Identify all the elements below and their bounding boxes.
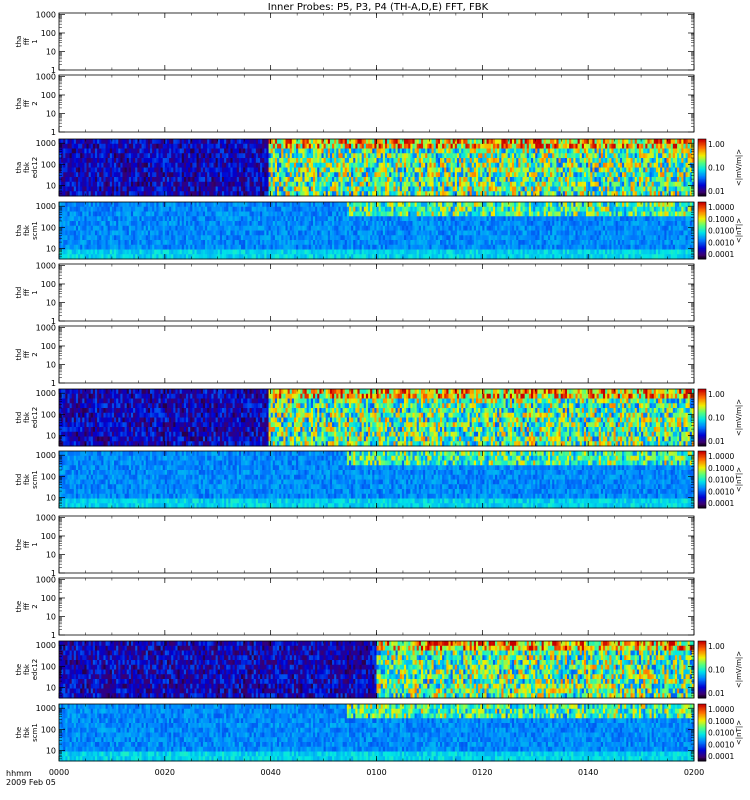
panel-label-line: 1 bbox=[31, 39, 39, 43]
y-tick-label: 100 bbox=[41, 160, 56, 169]
heatmap-cells bbox=[59, 202, 695, 260]
panel-tha-fff-1: tha fff 11 10 100 1000 bbox=[15, 10, 694, 75]
y-tick-label: 100 bbox=[41, 29, 56, 38]
panel-label: tha fbk scm1 bbox=[15, 221, 39, 240]
panel-tha-fbk-scm1: tha fbk scm11.00000.10000.01000.00100.0001… bbox=[15, 202, 743, 260]
y-tick-label: 1000 bbox=[36, 72, 56, 81]
y-tick-label: 1000 bbox=[36, 10, 56, 19]
panel-label-line: 2 bbox=[31, 101, 39, 105]
panel-label-line: fff bbox=[23, 37, 31, 45]
panel-label-line: tha bbox=[15, 36, 23, 47]
y-tick-label: 10 bbox=[46, 47, 56, 56]
y-tick-label: 1000 bbox=[36, 139, 56, 148]
y-tick-label: 100 bbox=[41, 91, 56, 100]
panel-label-line: fff bbox=[23, 99, 31, 107]
panel-label: tha fff 1 bbox=[15, 36, 39, 47]
colorbar: 1.00 0.10 0.01 <|mV/m|> bbox=[698, 139, 743, 197]
panel-frame bbox=[59, 75, 694, 132]
y-tick-label: 1 bbox=[51, 128, 56, 137]
panel-label-line: scm1 bbox=[31, 221, 39, 240]
panel-label-line: tha bbox=[15, 162, 23, 173]
y-tick-label: 10 bbox=[46, 181, 56, 190]
panel-label-line: tha bbox=[15, 98, 23, 109]
panel-frame bbox=[59, 13, 694, 70]
panel-label-line: fbk bbox=[23, 161, 31, 173]
panel-label-line: tha bbox=[15, 225, 23, 236]
y-tick-label: 10 bbox=[46, 109, 56, 118]
colorbar-unit-label: <|mV/m|> bbox=[735, 149, 743, 186]
panel-tha-fff-2: tha fff 2 1 10 100 1000 bbox=[15, 72, 694, 137]
colorbar-tick-label: 0.01 bbox=[708, 187, 725, 196]
colorbar-units: <|mV/m|> bbox=[735, 149, 743, 186]
heatmap-cells bbox=[59, 139, 695, 197]
colorbar-tick-label: 0.10 bbox=[708, 164, 725, 173]
panel-label: tha fbk edc12 bbox=[15, 157, 39, 179]
colorbar-tick-label: 1.00 bbox=[708, 140, 725, 149]
panel-label: tha fff 2 bbox=[15, 98, 39, 109]
panel-tha-fbk-edc12: tha fbk edc12 1.00 0.10 0.01 <|mV/m|> 10 100 1000 bbox=[15, 139, 743, 197]
chart-title: Inner Probes: P5, P3, P4 (TH-A,D,E) FFT,… bbox=[268, 2, 489, 13]
panel-label-line: edc12 bbox=[31, 157, 39, 179]
panel-label-line: fbk bbox=[23, 224, 31, 236]
